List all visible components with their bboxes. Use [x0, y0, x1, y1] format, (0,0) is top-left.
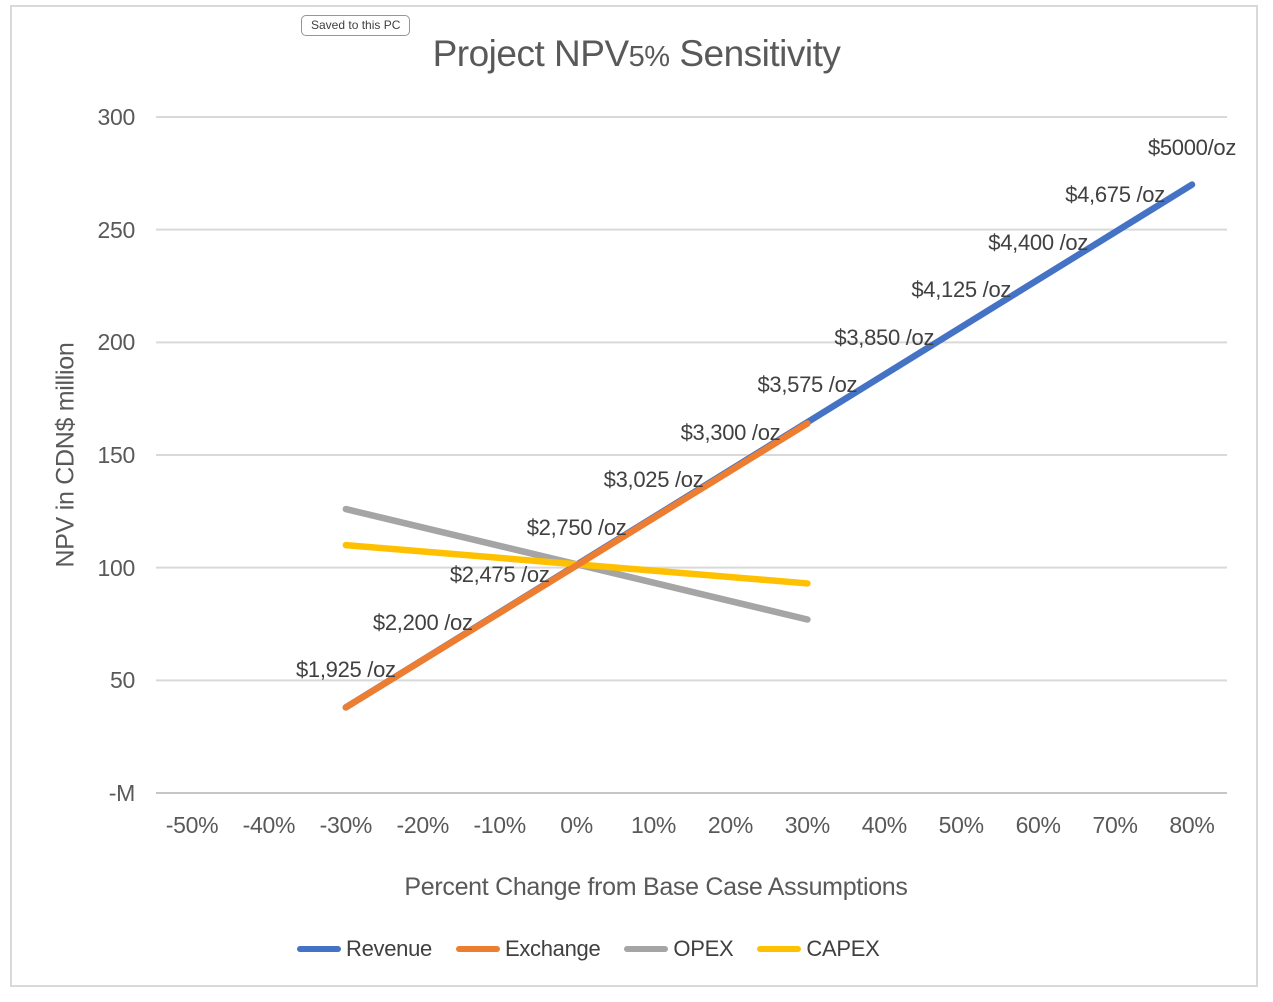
- legend-item-exchange[interactable]: Exchange: [455, 936, 601, 962]
- x-axis-title: Percent Change from Base Case Assumption…: [404, 873, 908, 901]
- chart-title-small-fragment: 5%: [628, 41, 670, 73]
- data-label: $2,475 /oz: [449, 562, 550, 588]
- chart-title-main: Project NPV: [432, 33, 630, 74]
- legend-item-capex[interactable]: CAPEX: [757, 936, 880, 962]
- data-label: $3,575 /oz: [757, 372, 858, 398]
- data-label: $2,750 /oz: [526, 514, 627, 540]
- data-label: $3,025 /oz: [603, 467, 704, 493]
- y-tick-label: 300: [97, 104, 136, 130]
- x-tick-label: -40%: [242, 812, 296, 838]
- chart-legend: Revenue Exchange OPEX CAPEX: [297, 936, 880, 962]
- legend-line-swatch: [297, 946, 341, 952]
- y-tick-label: 250: [97, 216, 136, 243]
- x-tick-label: 40%: [861, 812, 907, 838]
- x-tick-label: 50%: [938, 812, 984, 838]
- x-tick-label: 20%: [707, 812, 754, 838]
- legend-label: Exchange: [504, 936, 601, 961]
- y-tick-label: 150: [97, 442, 136, 468]
- y-tick-label: 200: [97, 329, 136, 356]
- x-tick-label: 30%: [784, 812, 830, 838]
- data-label: $4,125 /oz: [911, 277, 1012, 303]
- data-label: $2,200 /oz: [372, 609, 473, 635]
- chart-object-frame[interactable]: [10, 5, 1258, 987]
- x-tick-label: -20%: [396, 812, 450, 838]
- saved-status-badge[interactable]: Saved to this PC: [301, 15, 411, 36]
- data-label: $4,400 /oz: [988, 229, 1089, 255]
- chart-title: Project NPV5% Sensitivity: [0, 32, 1273, 79]
- data-label: $5000/oz: [1147, 134, 1237, 160]
- legend-line-swatch: [624, 946, 669, 952]
- data-label: $3,300 /oz: [680, 419, 781, 445]
- legend-label: Revenue: [346, 936, 432, 961]
- legend-line-swatch: [757, 946, 802, 952]
- x-tick-label: 70%: [1092, 812, 1138, 838]
- data-label: $3,850 /oz: [834, 324, 935, 350]
- x-tick-label: -10%: [473, 812, 526, 838]
- y-tick-label: -M: [108, 780, 136, 806]
- data-label: $4,675 /oz: [1065, 182, 1165, 208]
- legend-item-opex[interactable]: OPEX: [624, 936, 734, 962]
- data-label: $1,925 /oz: [295, 657, 396, 683]
- legend-line-swatch: [455, 946, 500, 952]
- x-tick-label: 0%: [560, 812, 593, 838]
- x-tick-label: -50%: [165, 812, 219, 838]
- x-tick-label: 80%: [1169, 812, 1215, 838]
- y-tick-label: 50: [110, 667, 135, 694]
- x-tick-label: 10%: [630, 812, 677, 838]
- legend-label: CAPEX: [806, 936, 880, 961]
- chart-title-suffix: Sensitivity: [669, 33, 841, 74]
- y-tick-label: 100: [97, 554, 136, 581]
- legend-item-revenue[interactable]: Revenue: [297, 936, 432, 962]
- legend-label: OPEX: [673, 936, 734, 961]
- series-line-exchange[interactable]: [342, 420, 811, 711]
- x-tick-label: -30%: [319, 812, 373, 838]
- x-tick-label: 60%: [1015, 812, 1061, 838]
